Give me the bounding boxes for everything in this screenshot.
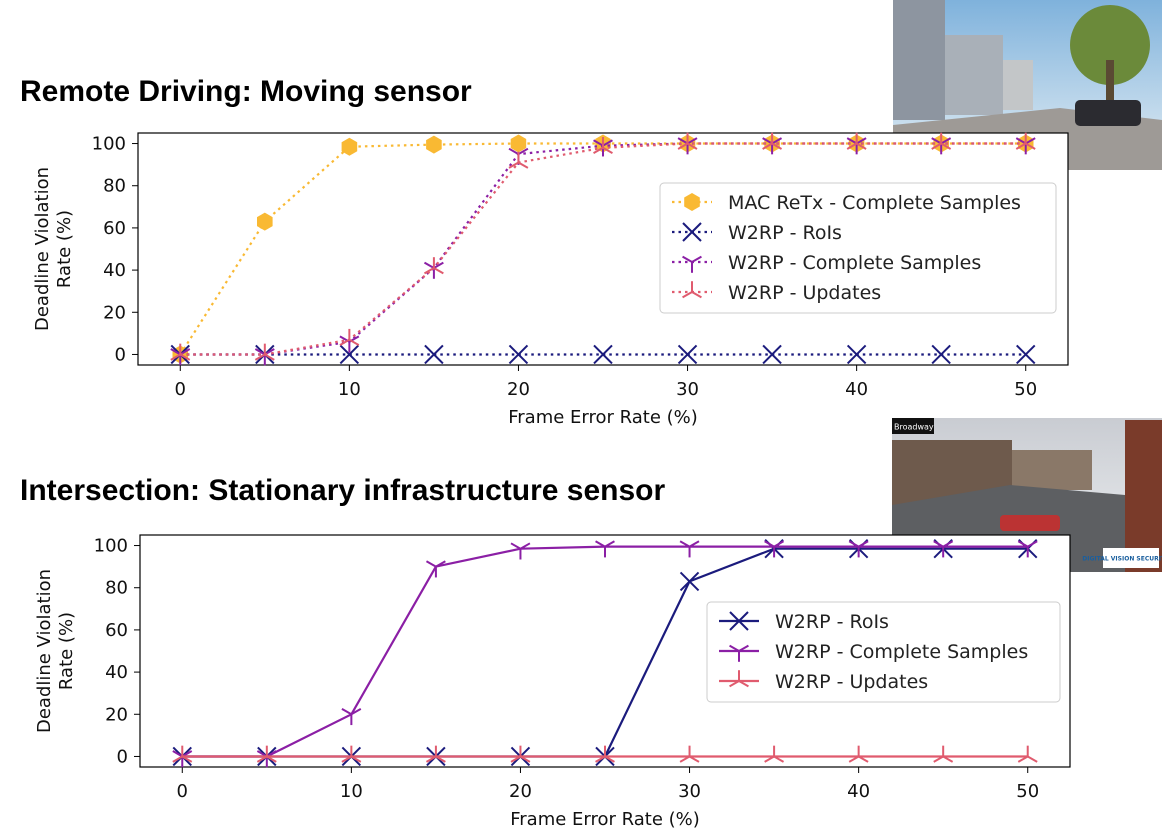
marker (595, 540, 615, 558)
marker (931, 132, 952, 150)
y-axis-label: Deadline Violation (34, 569, 55, 733)
marker (423, 257, 444, 275)
marker (677, 132, 698, 150)
x-tick-label: 50 (1016, 781, 1039, 802)
street-photo (893, 0, 1162, 170)
marker (256, 745, 277, 763)
y-tick-label: 20 (103, 302, 126, 323)
overlay-logo: DIGITAL VISION SECURITY.CA (1082, 556, 1162, 563)
x-tick-label: 20 (507, 379, 530, 400)
marker (682, 281, 702, 299)
marker (729, 611, 749, 631)
chart-title: Intersection: Stationary infrastructure … (20, 474, 665, 507)
marker (424, 344, 444, 365)
y-axis-label: Rate (%) (54, 210, 75, 288)
x-axis-label: Frame Error Rate (%) (508, 407, 698, 428)
marker (933, 540, 954, 558)
marker (682, 255, 702, 273)
marker (254, 343, 275, 361)
marker (846, 344, 867, 365)
legend-label: W2RP - Complete Samples (775, 641, 1028, 663)
x-tick-label: 40 (845, 379, 868, 400)
marker (1017, 540, 1038, 558)
marker (848, 540, 869, 558)
marker (1017, 745, 1038, 763)
y-tick-label: 80 (105, 578, 128, 599)
legend-label: W2RP - RoIs (775, 611, 889, 633)
marker (764, 540, 785, 558)
legend-label: W2RP - Complete Samples (728, 252, 981, 274)
marker (729, 670, 749, 688)
marker (339, 344, 360, 365)
marker (425, 560, 446, 578)
marker (762, 132, 783, 150)
marker (848, 745, 869, 763)
marker (677, 344, 698, 365)
x-tick-label: 50 (1014, 379, 1037, 400)
legend-label: W2RP - Updates (728, 282, 881, 304)
marker (508, 344, 529, 365)
legend-label: W2RP - Updates (775, 671, 928, 693)
marker (764, 745, 785, 763)
x-axis-label: Frame Error Rate (%) (510, 809, 700, 830)
x-tick-label: 10 (338, 379, 361, 400)
legend-label: MAC ReTx - Complete Samples (728, 192, 1021, 214)
legend-label: W2RP - RoIs (728, 222, 842, 244)
marker (510, 745, 531, 763)
y-tick-label: 40 (105, 662, 128, 683)
x-tick-label: 0 (175, 379, 186, 400)
marker (679, 571, 700, 592)
marker (339, 328, 360, 346)
legend-box (659, 182, 1057, 314)
y-axis-label: Deadline Violation (32, 167, 53, 331)
y-tick-label: 60 (105, 620, 128, 641)
x-tick-label: 40 (847, 781, 870, 802)
marker (423, 261, 444, 279)
marker (510, 542, 531, 560)
marker (1016, 344, 1036, 365)
y-tick-label: 100 (92, 134, 126, 155)
marker (510, 134, 527, 153)
marker (341, 745, 362, 763)
x-tick-label: 20 (509, 781, 532, 802)
marker (172, 745, 193, 763)
y-tick-label: 20 (105, 704, 128, 725)
marker (729, 644, 749, 662)
legend-box (706, 601, 1061, 703)
overlay-label: Broadway (894, 423, 934, 432)
x-tick-label: 10 (340, 781, 363, 802)
marker (931, 344, 951, 365)
x-tick-label: 0 (177, 781, 188, 802)
marker (593, 344, 613, 365)
y-tick-label: 100 (94, 536, 128, 557)
marker (257, 212, 273, 231)
marker (593, 136, 613, 155)
marker (846, 132, 867, 150)
x-tick-label: 30 (678, 781, 701, 802)
y-tick-label: 0 (115, 344, 126, 365)
marker (508, 151, 529, 169)
x-tick-label: 30 (676, 379, 699, 400)
marker (684, 193, 700, 211)
marker (682, 222, 702, 242)
chart-title: Remote Driving: Moving sensor (20, 75, 472, 108)
y-tick-label: 0 (117, 746, 128, 767)
marker (595, 745, 615, 763)
y-axis-label: Rate (%) (56, 612, 77, 690)
y-tick-label: 40 (103, 260, 126, 281)
y-tick-label: 80 (103, 176, 126, 197)
marker (170, 343, 191, 361)
y-tick-label: 60 (103, 218, 126, 239)
marker (341, 708, 362, 726)
marker (933, 745, 954, 763)
marker (425, 745, 446, 763)
marker (341, 137, 358, 156)
marker (679, 745, 700, 763)
marker (762, 344, 782, 365)
marker (679, 540, 700, 558)
marker (426, 135, 442, 154)
marker (1015, 132, 1036, 150)
